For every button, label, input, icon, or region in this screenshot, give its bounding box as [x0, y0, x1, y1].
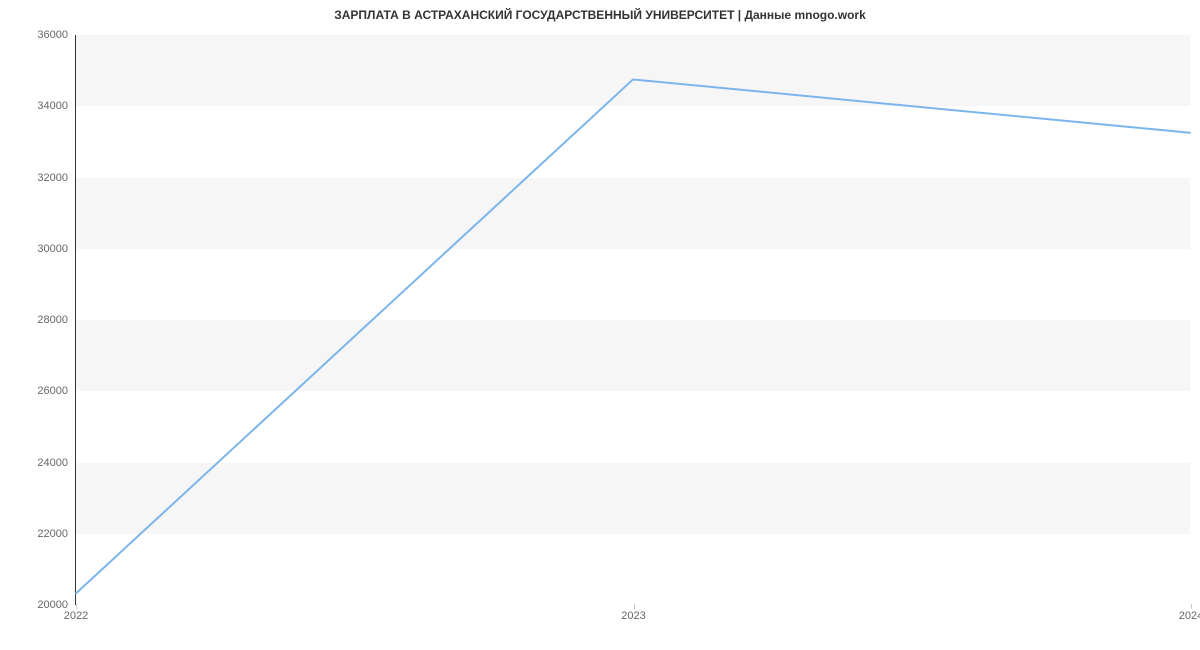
x-axis-tick-mark — [634, 604, 635, 609]
x-axis-tick-mark — [1191, 604, 1192, 609]
chart-title: ЗАРПЛАТА В АСТРАХАНСКИЙ ГОСУДАРСТВЕННЫЙ … — [0, 8, 1200, 22]
x-axis-tick-label: 2023 — [621, 610, 645, 622]
line-series-layer — [76, 35, 1190, 604]
x-axis-tick-label: 2024 — [1179, 610, 1200, 622]
y-axis-tick-label: 32000 — [37, 172, 68, 184]
y-axis-tick-label: 34000 — [37, 100, 68, 112]
plot-area: 2000022000240002600028000300003200034000… — [75, 35, 1190, 605]
y-axis-tick-label: 26000 — [37, 385, 68, 397]
series-line-salary — [76, 79, 1190, 593]
y-axis-tick-label: 36000 — [37, 29, 68, 41]
y-axis-tick-label: 30000 — [37, 243, 68, 255]
salary-line-chart: ЗАРПЛАТА В АСТРАХАНСКИЙ ГОСУДАРСТВЕННЫЙ … — [0, 0, 1200, 650]
y-axis-tick-label: 22000 — [37, 528, 68, 540]
x-axis-tick-label: 2022 — [64, 610, 88, 622]
y-axis-tick-label: 28000 — [37, 314, 68, 326]
y-axis-tick-label: 24000 — [37, 457, 68, 469]
x-axis-tick-mark — [76, 604, 77, 609]
